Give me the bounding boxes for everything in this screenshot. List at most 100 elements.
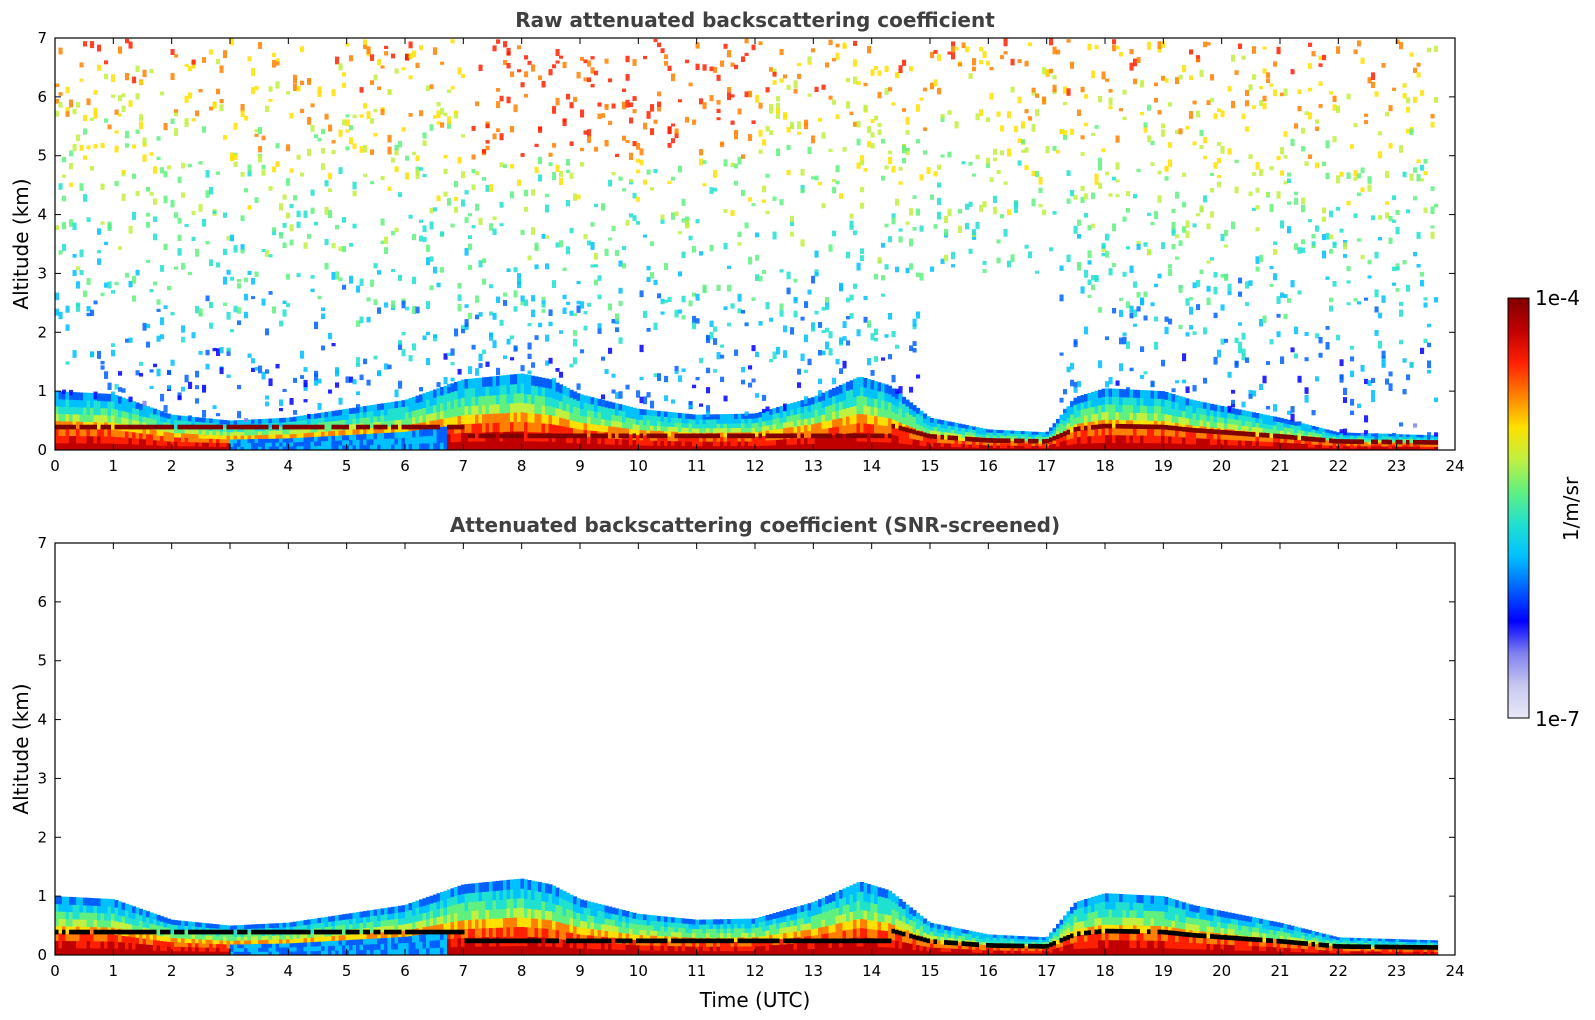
heatmap-cell	[1196, 279, 1201, 288]
heatmap-cell	[167, 427, 172, 433]
heatmap-cell	[762, 411, 767, 417]
heatmap-cell	[370, 118, 375, 124]
heatmap-cell	[125, 424, 130, 430]
heatmap-cell	[454, 424, 459, 430]
heatmap-cell	[681, 440, 686, 446]
heatmap-cell	[338, 167, 343, 174]
heatmap-cell	[331, 89, 336, 97]
heatmap-cell	[72, 350, 77, 358]
heatmap-cell	[303, 419, 308, 425]
heatmap-cell	[398, 425, 403, 433]
heatmap-cell	[513, 402, 518, 413]
heatmap-cell	[772, 231, 777, 240]
heatmap-cell	[520, 421, 525, 432]
heatmap-cell	[1175, 408, 1180, 417]
heatmap-cell	[422, 225, 427, 233]
heatmap-cell	[898, 65, 903, 73]
heatmap-cell	[510, 126, 515, 133]
heatmap-cell	[1154, 283, 1159, 288]
heatmap-cell	[863, 423, 868, 433]
heatmap-cell	[191, 416, 196, 422]
heatmap-cell	[748, 256, 753, 265]
heatmap-cell	[188, 416, 193, 422]
heatmap-cell	[475, 314, 480, 320]
heatmap-cell	[804, 369, 809, 373]
heatmap-cell	[1189, 405, 1194, 413]
heatmap-cell	[366, 297, 371, 302]
heatmap-cell	[506, 421, 511, 432]
heatmap-cell	[1175, 129, 1180, 134]
heatmap-cell	[989, 429, 994, 433]
heatmap-cell	[951, 46, 956, 53]
heatmap-cell	[1070, 379, 1075, 387]
heatmap-cell	[412, 306, 417, 315]
heatmap-cell	[275, 58, 280, 62]
heatmap-cell	[1112, 404, 1117, 413]
heatmap-cell	[608, 437, 613, 445]
heatmap-cell	[391, 438, 396, 445]
heatmap-cell	[394, 419, 399, 427]
heatmap-cell	[1178, 436, 1183, 444]
heatmap-cell	[527, 393, 532, 404]
heatmap-cell	[125, 38, 130, 44]
heatmap-cell	[1028, 445, 1033, 449]
heatmap-cell	[601, 418, 606, 426]
heatmap-cell	[142, 400, 147, 407]
heatmap-cell	[632, 109, 637, 114]
heatmap-cell	[1161, 405, 1166, 414]
heatmap-cell	[352, 223, 357, 229]
heatmap-cell	[1084, 429, 1089, 437]
heatmap-cell	[905, 148, 910, 152]
heatmap-cell	[569, 227, 574, 234]
heatmap-cell	[615, 444, 620, 450]
heatmap-cell	[1007, 209, 1012, 216]
heatmap-cell	[349, 137, 354, 145]
heatmap-cell	[576, 435, 581, 444]
heatmap-cell	[261, 298, 266, 306]
heatmap-cell	[835, 114, 840, 120]
heatmap-cell	[583, 77, 588, 82]
heatmap-cell	[247, 438, 252, 443]
heatmap-cell	[247, 353, 252, 358]
heatmap-cell	[1091, 421, 1096, 429]
heatmap-cell	[891, 411, 896, 420]
heatmap-cell	[230, 435, 235, 440]
heatmap-cell	[1017, 433, 1022, 437]
heatmap-cell	[1119, 423, 1124, 429]
heatmap-cell	[660, 425, 665, 432]
heatmap-cell	[905, 399, 910, 407]
heatmap-cell	[464, 432, 469, 442]
heatmap-cell	[720, 376, 725, 382]
heatmap-cell	[636, 413, 641, 420]
heatmap-cell	[846, 101, 851, 109]
heatmap-cell	[254, 367, 259, 371]
heatmap-cell	[660, 300, 665, 305]
heatmap-cell	[1031, 198, 1036, 207]
heatmap-cell	[118, 409, 123, 418]
heatmap-cell	[835, 418, 840, 427]
heatmap-cell	[1119, 309, 1124, 317]
heatmap-cell	[202, 434, 207, 439]
heatmap-cell	[419, 415, 424, 423]
heatmap-cell	[958, 423, 963, 428]
heatmap-cell	[1185, 332, 1190, 337]
heatmap-cell	[1157, 398, 1162, 407]
heatmap-cell	[895, 266, 900, 273]
heatmap-cell	[436, 396, 441, 405]
heatmap-cell	[709, 433, 714, 439]
heatmap-cell	[972, 444, 977, 448]
heatmap-cell	[1185, 443, 1190, 450]
heatmap-cell	[569, 412, 574, 421]
heatmap-cell	[310, 288, 315, 293]
heatmap-cell	[1154, 420, 1159, 429]
heatmap-cell	[104, 428, 109, 437]
heatmap-cell	[713, 427, 718, 433]
heatmap-cell	[86, 407, 91, 415]
heatmap-cell	[1245, 410, 1250, 417]
heatmap-cell	[132, 173, 137, 179]
heatmap-cell	[604, 419, 609, 426]
heatmap-cell	[62, 195, 67, 202]
heatmap-cell	[1014, 125, 1019, 133]
heatmap-cell	[625, 428, 630, 435]
heatmap-cell	[937, 423, 942, 428]
